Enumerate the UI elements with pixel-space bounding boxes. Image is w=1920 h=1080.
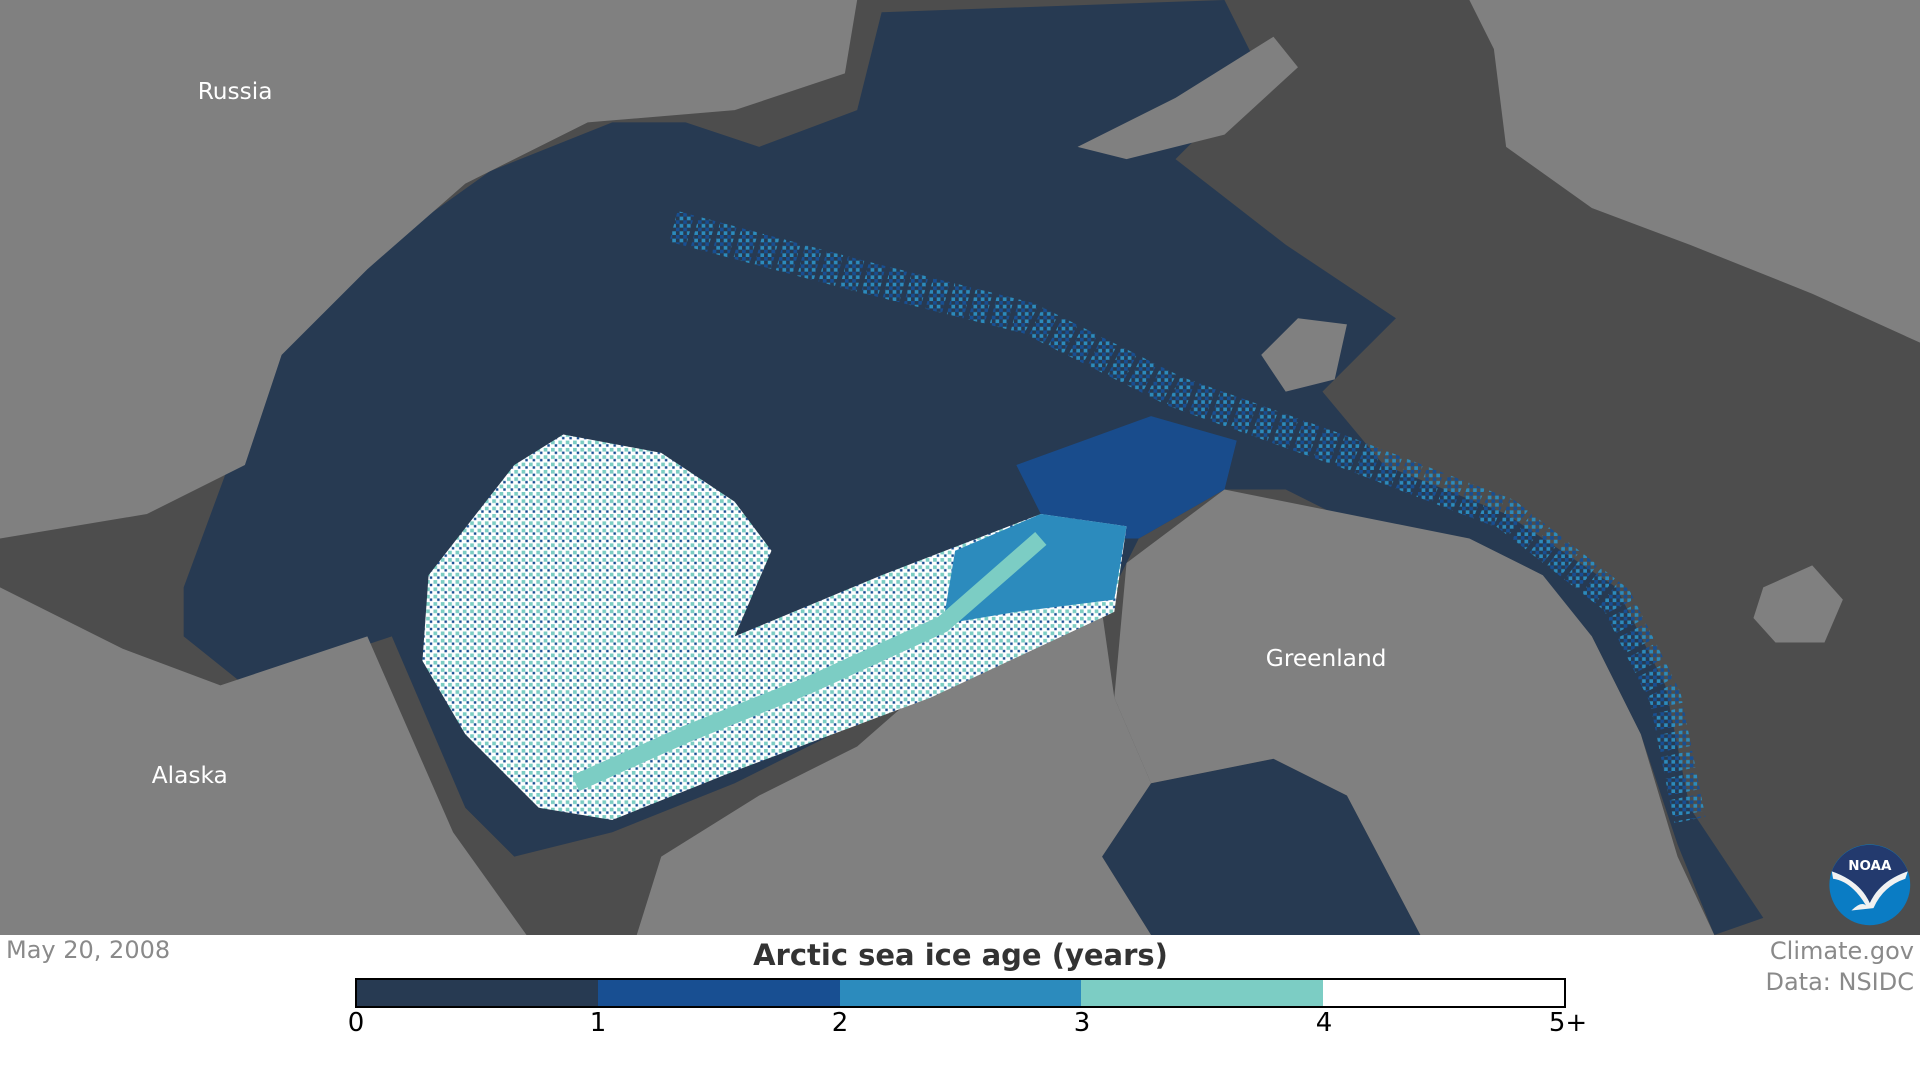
- credits: Climate.gov Data: NSIDC: [1765, 936, 1914, 998]
- label-alaska: Alaska: [152, 762, 228, 789]
- fourth-year-ice: [572, 532, 1047, 792]
- legend-title: Arctic sea ice age (years): [753, 938, 1168, 972]
- date-label: May 20, 2008: [6, 936, 171, 964]
- legend-swatch-2-3: [839, 980, 1082, 1006]
- legend-tick: 4: [1315, 1008, 1333, 1038]
- second-year-ice: [1016, 416, 1237, 539]
- legend-tick: 2: [831, 1008, 849, 1038]
- legend-swatch-5plus: [1322, 980, 1565, 1006]
- svg-text:NOAA: NOAA: [1848, 859, 1892, 874]
- legend-tick: 1: [589, 1008, 607, 1038]
- land-svalbard: [1261, 318, 1347, 392]
- transpolar-drift-ice: [669, 211, 1706, 824]
- noaa-logo: NOAA: [1829, 844, 1911, 926]
- legend-tick: 5+: [1548, 1008, 1588, 1038]
- multiyear-ice: [422, 434, 1127, 820]
- legend-tick: 0: [347, 1008, 365, 1038]
- land-iceland: [1753, 565, 1843, 643]
- sea-ice-map: Russia Alaska Greenland NOAA: [0, 0, 1920, 935]
- land-canadian-archipelago: [636, 611, 1152, 935]
- credit-source: Climate.gov: [1769, 937, 1914, 965]
- third-year-ice: [942, 514, 1127, 625]
- credit-data: Data: NSIDC: [1765, 968, 1914, 996]
- label-greenland: Greenland: [1266, 645, 1387, 672]
- legend-swatch-0-1: [357, 980, 599, 1006]
- land-russia: [0, 0, 858, 539]
- land-scandinavia: [1469, 0, 1920, 343]
- land-greenland: [1114, 489, 1715, 935]
- baffin-bay-ice: [1102, 758, 1421, 935]
- legend-color-bar: [355, 978, 1566, 1008]
- legend-swatch-3-4: [1081, 980, 1323, 1006]
- land-alaska: [0, 587, 527, 935]
- land-novaya-zemlya: [1077, 36, 1298, 160]
- label-russia: Russia: [198, 78, 273, 105]
- legend-tick: 3: [1073, 1008, 1091, 1038]
- legend-swatch-1-2: [598, 980, 840, 1006]
